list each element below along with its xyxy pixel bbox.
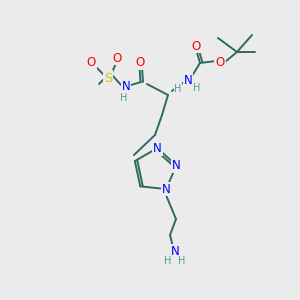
Text: H: H: [164, 256, 172, 266]
Text: N: N: [172, 159, 181, 172]
Text: H: H: [174, 84, 182, 94]
Text: N: N: [153, 142, 162, 154]
Text: H: H: [120, 93, 128, 103]
Text: H: H: [193, 83, 201, 93]
Text: O: O: [215, 56, 225, 68]
Text: N: N: [162, 183, 170, 196]
Text: O: O: [191, 40, 201, 52]
Text: N: N: [122, 80, 130, 94]
Text: N: N: [184, 74, 192, 86]
Text: S: S: [104, 71, 112, 85]
Text: O: O: [86, 56, 96, 70]
Text: O: O: [112, 52, 122, 64]
Text: N: N: [171, 244, 179, 258]
Text: O: O: [135, 56, 145, 70]
Text: H: H: [178, 256, 186, 266]
